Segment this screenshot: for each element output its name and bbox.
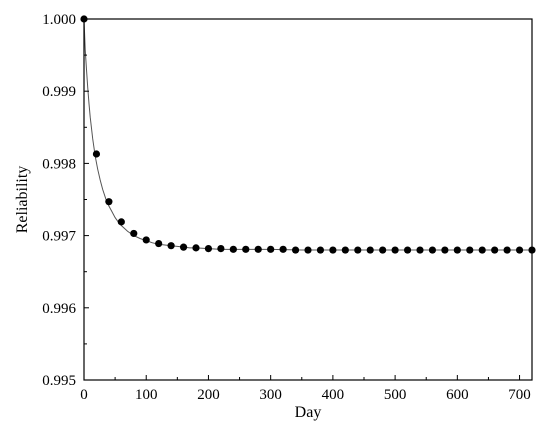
x-tick-label: 500 bbox=[384, 387, 407, 403]
data-point bbox=[466, 246, 474, 254]
axis-ticks-layer: 0 100 200 300 400 500 600 700 0.995 0.996 0.997 0.9… bbox=[42, 12, 531, 403]
data-point bbox=[341, 246, 349, 254]
data-point bbox=[229, 245, 237, 253]
data-point bbox=[416, 246, 424, 254]
y-tick-label: 0.996 bbox=[42, 301, 76, 317]
data-point bbox=[254, 245, 262, 253]
data-point bbox=[503, 246, 511, 254]
plot-frame bbox=[83, 18, 533, 381]
data-point bbox=[179, 243, 188, 251]
data-point bbox=[192, 244, 200, 252]
x-axis-label: Day bbox=[295, 404, 322, 421]
data-point bbox=[366, 246, 374, 254]
data-point bbox=[117, 218, 125, 226]
data-point bbox=[92, 150, 101, 158]
data-point bbox=[167, 242, 175, 250]
data-point bbox=[242, 245, 250, 253]
data-point bbox=[291, 246, 300, 254]
x-tick-label: 300 bbox=[259, 387, 282, 403]
data-point bbox=[279, 245, 287, 253]
data-point bbox=[155, 239, 163, 248]
data-point bbox=[142, 236, 150, 244]
data-point bbox=[217, 244, 225, 253]
y-tick-label: 0.997 bbox=[42, 229, 76, 245]
data-point bbox=[329, 246, 337, 254]
data-point bbox=[354, 246, 362, 254]
data-point bbox=[428, 246, 437, 254]
fit-curve bbox=[83, 18, 532, 251]
y-tick-label: 0.999 bbox=[42, 84, 76, 100]
x-tick-label: 400 bbox=[322, 387, 345, 403]
fit-curve-layer bbox=[83, 18, 532, 251]
data-points-layer bbox=[80, 15, 536, 254]
data-point bbox=[491, 246, 499, 254]
data-point bbox=[453, 246, 461, 254]
data-point bbox=[304, 246, 312, 254]
y-tick-label: 1.000 bbox=[42, 12, 76, 28]
data-point bbox=[441, 246, 449, 254]
data-point bbox=[105, 198, 113, 206]
data-point bbox=[130, 229, 138, 238]
x-tick-label: 100 bbox=[135, 387, 158, 403]
data-point bbox=[267, 245, 275, 253]
x-tick-label: 600 bbox=[446, 387, 469, 403]
y-tick-label: 0.998 bbox=[42, 156, 76, 172]
data-point bbox=[478, 246, 486, 254]
data-point bbox=[403, 246, 412, 254]
x-tick-label: 0 bbox=[80, 387, 88, 403]
data-point bbox=[316, 246, 325, 254]
x-tick-label: 200 bbox=[197, 387, 220, 403]
data-point bbox=[515, 246, 524, 254]
x-tick-label: 700 bbox=[508, 387, 531, 403]
data-point bbox=[204, 244, 213, 253]
data-point bbox=[379, 246, 387, 254]
y-tick-label: 0.995 bbox=[42, 373, 76, 389]
data-point bbox=[391, 246, 399, 254]
y-axis-label: Reliability bbox=[14, 166, 31, 234]
